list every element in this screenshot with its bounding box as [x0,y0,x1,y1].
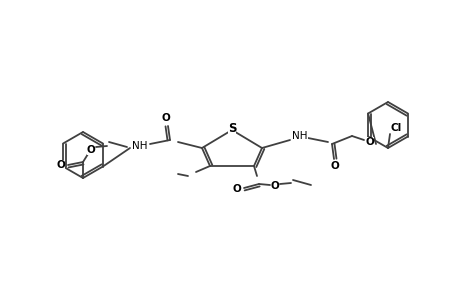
Text: NH: NH [291,131,307,141]
Text: O: O [365,137,374,147]
Text: O: O [56,160,65,170]
Text: H: H [296,131,303,141]
Text: Cl: Cl [390,123,401,133]
Text: O: O [232,184,241,194]
Text: O: O [86,145,95,155]
Text: NH: NH [132,141,147,151]
Text: S: S [227,122,236,136]
Text: O: O [270,181,279,191]
Text: O: O [330,161,339,171]
Text: O: O [161,113,170,123]
